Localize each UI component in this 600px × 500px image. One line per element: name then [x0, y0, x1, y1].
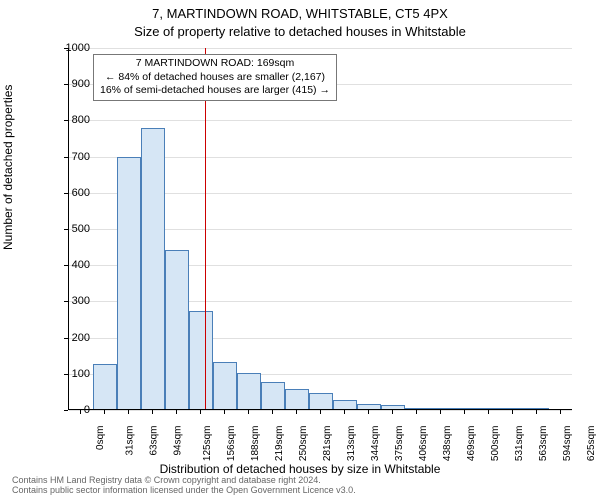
x-tick-mark [488, 410, 489, 414]
x-tick-label: 500sqm [490, 426, 501, 462]
x-tick-mark [296, 410, 297, 414]
x-tick-label: 594sqm [562, 426, 573, 462]
x-axis-label: Distribution of detached houses by size … [0, 462, 600, 476]
x-tick-mark [128, 410, 129, 414]
histogram-bar [213, 362, 237, 409]
footer-attribution: Contains HM Land Registry data © Crown c… [12, 476, 356, 496]
x-tick-label: 406sqm [418, 426, 429, 462]
histogram-bar [165, 250, 189, 409]
y-tick-mark [64, 84, 68, 85]
x-tick-mark [80, 410, 81, 414]
x-tick-mark [224, 410, 225, 414]
x-tick-label: 563sqm [538, 426, 549, 462]
x-tick-label: 531sqm [514, 426, 525, 462]
grid-line [69, 48, 572, 49]
histogram-bar [189, 311, 213, 409]
histogram-bar [381, 405, 405, 409]
histogram-bar [93, 364, 117, 409]
y-tick-mark [64, 193, 68, 194]
grid-line [69, 120, 572, 121]
x-tick-mark [416, 410, 417, 414]
x-tick-label: 31sqm [125, 426, 136, 456]
x-tick-mark [560, 410, 561, 414]
x-tick-mark [200, 410, 201, 414]
x-tick-mark [176, 410, 177, 414]
y-tick-mark [64, 301, 68, 302]
y-tick-mark [64, 265, 68, 266]
histogram-bar [525, 408, 549, 409]
annotation-line3: 16% of semi-detached houses are larger (… [100, 84, 330, 98]
x-tick-label: 94sqm [173, 426, 184, 456]
histogram-bar [285, 389, 309, 409]
x-tick-mark [320, 410, 321, 414]
x-tick-mark [272, 410, 273, 414]
x-tick-mark [248, 410, 249, 414]
y-tick-mark [64, 120, 68, 121]
x-tick-mark [368, 410, 369, 414]
x-tick-mark [536, 410, 537, 414]
histogram-bar [357, 404, 381, 409]
page-subtitle: Size of property relative to detached ho… [0, 24, 600, 39]
x-tick-label: 375sqm [394, 426, 405, 462]
histogram-bar [405, 408, 429, 409]
y-tick-mark [64, 229, 68, 230]
x-tick-mark [344, 410, 345, 414]
x-tick-mark [392, 410, 393, 414]
histogram-bar [261, 382, 285, 409]
y-axis-label: Number of detached properties [1, 85, 15, 250]
x-tick-mark [440, 410, 441, 414]
x-tick-mark [512, 410, 513, 414]
y-tick-mark [64, 157, 68, 158]
x-tick-label: 344sqm [370, 426, 381, 462]
y-tick-mark [64, 410, 68, 411]
x-tick-mark [464, 410, 465, 414]
x-tick-label: 313sqm [346, 426, 357, 462]
y-tick-mark [64, 374, 68, 375]
x-tick-label: 250sqm [298, 426, 309, 462]
footer-line2: Contains public sector information licen… [12, 486, 356, 496]
histogram-bar [141, 128, 165, 409]
chart-plot-area: 7 MARTINDOWN ROAD: 169sqm← 84% of detach… [68, 48, 572, 410]
x-tick-label: 0sqm [95, 426, 106, 450]
histogram-bar [477, 408, 501, 409]
histogram-bar [333, 400, 357, 409]
y-tick-mark [64, 48, 68, 49]
x-tick-label: 438sqm [442, 426, 453, 462]
x-tick-label: 219sqm [274, 426, 285, 462]
property-marker-line [205, 48, 206, 409]
annotation-line1: 7 MARTINDOWN ROAD: 169sqm [100, 57, 330, 71]
histogram-bar [453, 408, 477, 409]
x-tick-label: 188sqm [250, 426, 261, 462]
x-tick-label: 625sqm [586, 426, 597, 462]
x-tick-label: 469sqm [466, 426, 477, 462]
x-tick-mark [104, 410, 105, 414]
x-tick-label: 63sqm [149, 426, 160, 456]
annotation-box: 7 MARTINDOWN ROAD: 169sqm← 84% of detach… [93, 54, 337, 101]
histogram-bar [237, 373, 261, 409]
histogram-bar [117, 157, 141, 409]
histogram-bar [501, 408, 525, 409]
annotation-line2: ← 84% of detached houses are smaller (2,… [100, 71, 330, 85]
histogram-bar [309, 393, 333, 409]
x-tick-label: 156sqm [226, 426, 237, 462]
histogram-bar [429, 408, 453, 409]
y-tick-mark [64, 338, 68, 339]
x-tick-mark [152, 410, 153, 414]
page-title: 7, MARTINDOWN ROAD, WHITSTABLE, CT5 4PX [0, 6, 600, 21]
x-tick-label: 125sqm [202, 426, 213, 462]
x-tick-label: 281sqm [322, 426, 333, 462]
